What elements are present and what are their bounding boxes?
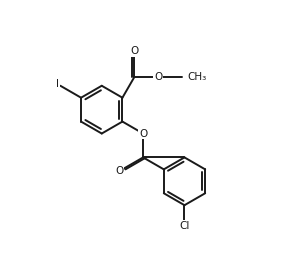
Text: O: O xyxy=(154,72,162,82)
Text: O: O xyxy=(130,46,138,56)
Text: CH₃: CH₃ xyxy=(188,72,207,82)
Text: I: I xyxy=(56,79,59,89)
Text: O: O xyxy=(115,166,123,176)
Text: O: O xyxy=(139,128,147,139)
Text: Cl: Cl xyxy=(179,221,190,231)
